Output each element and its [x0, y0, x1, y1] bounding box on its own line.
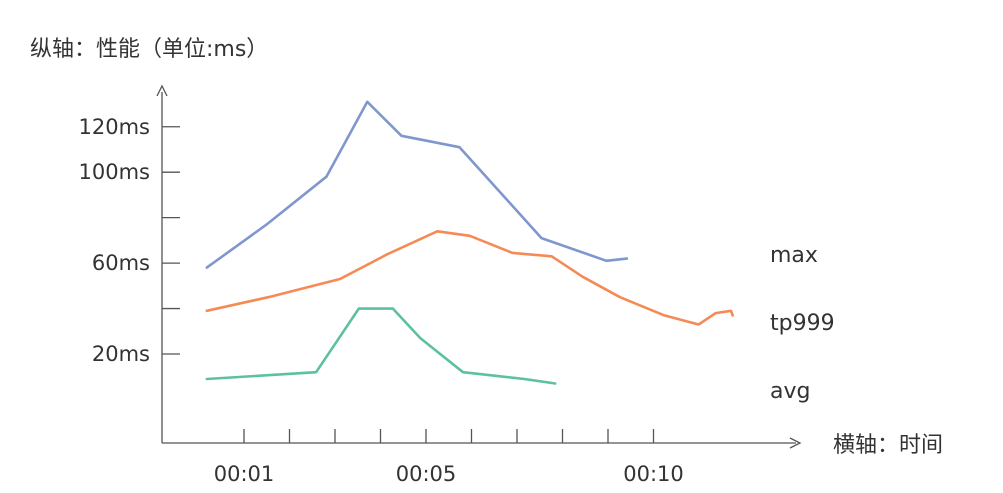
- y-tick-label: 120ms: [79, 115, 150, 139]
- y-tick-label: 100ms: [79, 160, 150, 184]
- series-line-max: [205, 100, 629, 269]
- axes: [156, 84, 802, 449]
- y-tick-label: 60ms: [92, 251, 150, 275]
- series-layer: [205, 100, 735, 385]
- x-tick-label: 00:05: [396, 462, 457, 486]
- series-line-avg: [205, 307, 557, 385]
- x-tick-label: 00:01: [214, 462, 275, 486]
- y-tick-label: 20ms: [92, 342, 150, 366]
- series-label-tp999: tp999: [770, 311, 835, 336]
- y-axis-arrow: [156, 84, 168, 97]
- labels-layer: 20ms 60ms 100ms 120ms 00:01 00:05 00:10 纵轴：性能（单…: [30, 37, 943, 486]
- series-line-tp999: [205, 230, 735, 326]
- x-axis-title: 横轴：时间: [833, 433, 943, 458]
- series-label-avg: avg: [770, 379, 810, 404]
- x-axis-arrow: [789, 437, 802, 449]
- series-label-max: max: [770, 243, 818, 268]
- x-tick-label: 00:10: [623, 462, 684, 486]
- y-axis-title: 纵轴：性能（单位:ms）: [30, 37, 268, 62]
